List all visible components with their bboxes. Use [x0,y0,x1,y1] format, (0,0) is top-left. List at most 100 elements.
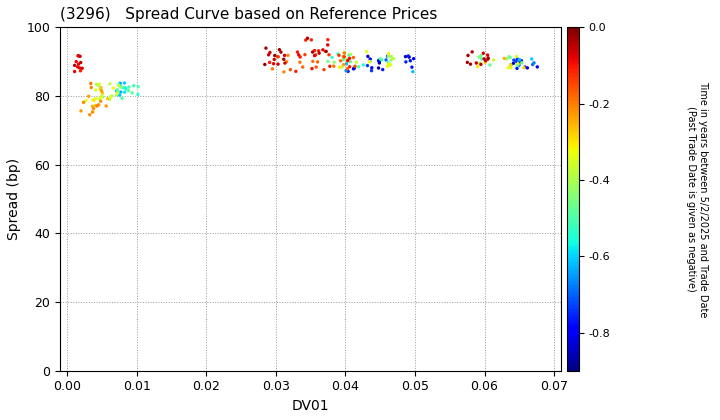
Point [334,64,346,71]
Point [96,88,107,94]
Point [505,54,516,61]
Point [305,37,317,43]
Point [96,93,107,100]
Point [72,63,84,70]
Point [322,42,333,48]
Point [112,87,123,93]
Point [475,61,487,68]
Point [104,81,116,87]
Point [342,66,354,72]
Point [516,58,527,64]
Point [263,51,274,58]
Point [101,102,112,109]
Point [400,53,411,60]
Point [333,52,345,59]
Point [93,82,104,89]
Point [318,66,330,73]
Point [338,56,349,63]
Point [474,60,485,66]
Point [90,102,102,109]
Point [80,97,91,104]
Point [338,53,349,60]
Point [278,68,289,75]
Point [374,60,385,66]
Point [383,50,395,57]
Point [341,60,352,67]
Point [279,60,291,66]
Point [513,60,524,67]
Point [376,56,387,63]
Point [264,59,275,66]
Point [93,81,104,88]
Point [86,109,98,116]
Point [122,87,134,94]
Point [290,68,302,75]
Point [338,50,350,56]
Point [351,59,362,66]
Point [476,55,487,62]
Point [349,63,361,70]
Point [284,66,296,73]
Point [487,57,499,63]
Point [403,54,415,60]
Point [312,58,323,65]
Point [95,84,107,91]
Point [405,58,416,64]
Point [75,68,86,74]
Point [521,65,533,71]
Point [86,103,98,110]
Point [88,105,99,112]
Point [353,63,364,70]
Point [478,55,490,62]
Point [513,56,525,63]
Point [105,93,117,100]
Point [299,51,310,58]
Point [71,58,82,65]
Point [111,91,122,98]
Point [93,101,104,108]
Point [480,59,491,66]
Point [473,54,485,60]
Point [95,98,107,105]
Point [94,95,105,102]
Point [116,95,127,102]
Point [348,66,359,72]
Point [361,62,373,69]
Point [275,49,287,55]
Point [472,63,483,70]
Point [272,53,284,60]
Point [462,52,474,59]
Point [94,86,106,92]
Point [113,82,125,89]
Point [503,53,515,60]
Point [294,59,305,66]
Point [90,95,102,102]
Point [307,58,318,65]
Point [73,52,84,59]
Point [373,57,384,64]
Point [91,81,102,88]
Point [88,97,99,104]
Y-axis label: Spread (bp): Spread (bp) [7,158,21,240]
Point [269,52,281,59]
Point [516,60,528,66]
Point [382,53,394,60]
Point [272,61,284,68]
Y-axis label: Time in years between 5/2/2025 and Trade Date
(Past Trade Date is given as negat: Time in years between 5/2/2025 and Trade… [686,81,708,317]
Point [132,84,144,90]
Point [306,65,318,72]
Point [400,58,412,65]
Point [113,81,125,88]
Point [373,65,384,71]
Point [384,62,396,68]
Point [264,49,276,56]
Point [324,63,336,70]
Point [519,64,531,71]
Point [402,52,414,59]
Point [528,60,540,66]
Point [132,91,144,98]
Point [76,108,87,114]
Point [260,45,271,52]
Point [272,53,284,60]
Point [90,87,102,93]
